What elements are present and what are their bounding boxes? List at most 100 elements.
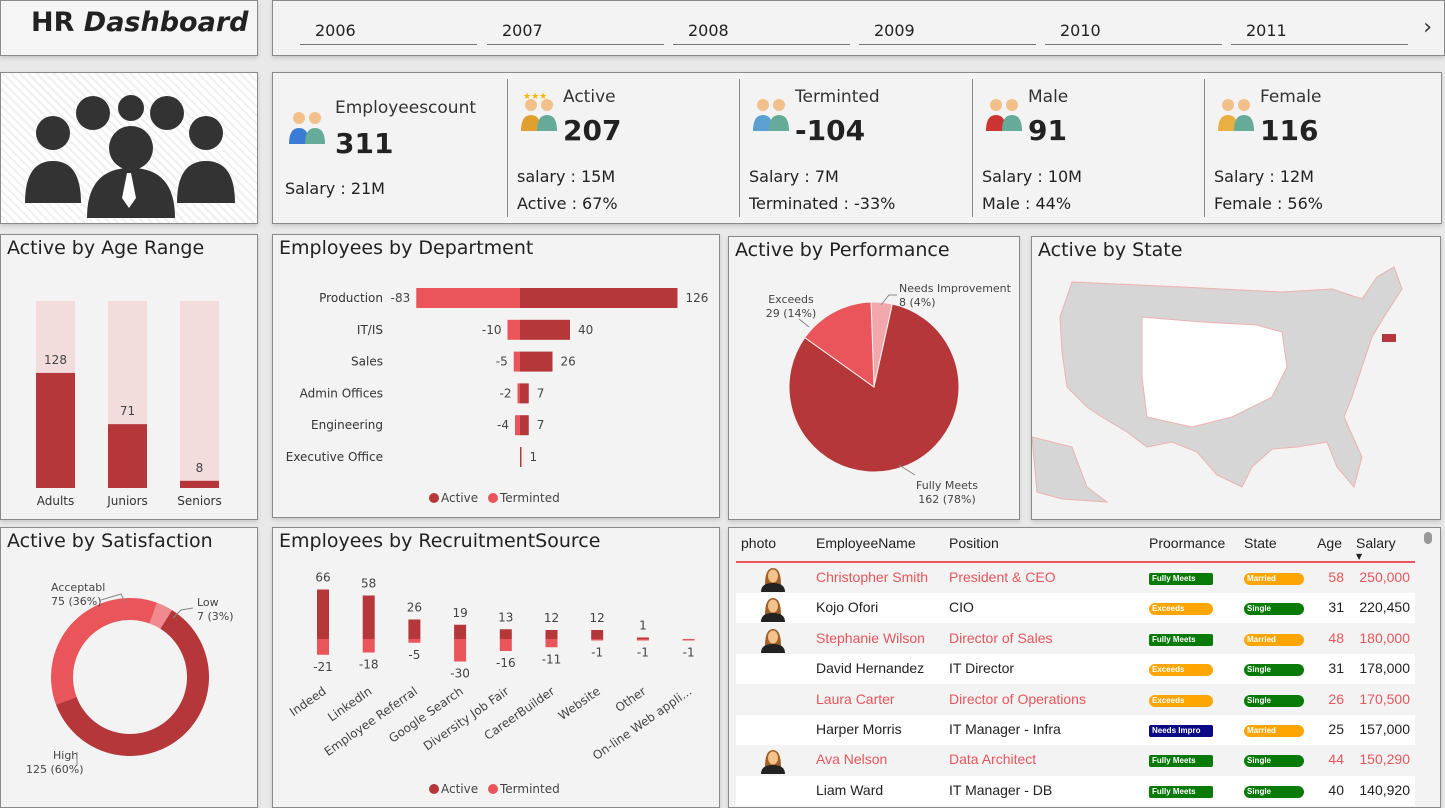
table-row[interactable]: Ava Nelson Data Architect Fully Meets Singl… (736, 745, 1415, 776)
table-row[interactable]: Christopher Smith President & CEO Fully Me… (736, 563, 1415, 593)
age-bar-adults[interactable] (36, 372, 75, 488)
employee-name: Christopher Smith (816, 569, 929, 585)
employee-position: IT Manager - DB (949, 781, 1053, 798)
legend-terminated-marker (488, 493, 498, 503)
performance-badge: Fully Meets (1149, 755, 1213, 768)
state-panel: Active by State (1031, 236, 1441, 520)
performance-value: 162 (78%) (918, 493, 976, 506)
header-position[interactable]: Position (949, 535, 999, 551)
recruitment-terminated-label: -16 (496, 656, 516, 670)
massachusetts-highlight[interactable] (1382, 334, 1396, 342)
header-proormance[interactable]: Proormance (1149, 535, 1226, 551)
employee-name: Kojo Ofori (816, 599, 879, 616)
department-terminated-bar[interactable] (416, 288, 520, 308)
recruitment-terminated-bar[interactable] (408, 639, 421, 643)
recruitment-active-bar[interactable] (545, 630, 558, 639)
header-salary[interactable]: Salary (1356, 535, 1396, 551)
recruitment-terminated-bar[interactable] (454, 639, 467, 662)
recruitment-active-bar[interactable] (362, 595, 375, 640)
recruitment-active-bar[interactable] (454, 624, 467, 639)
department-terminated-bar[interactable] (507, 319, 521, 340)
year-2007[interactable]: 2007 (487, 21, 664, 45)
kpi-detail: Salary : 21M (285, 179, 385, 198)
chevron-right-icon[interactable]: › (1423, 15, 1432, 40)
performance-slice-exceeds[interactable] (804, 301, 875, 388)
year-2006[interactable]: 2006 (300, 21, 477, 45)
department-active-bar[interactable] (520, 288, 678, 308)
recruitment-tick-label: Other (613, 684, 649, 715)
year-2009[interactable]: 2009 (859, 21, 1036, 45)
recruitment-active-bar[interactable] (636, 637, 649, 640)
table-row[interactable]: Harper Morris IT Manager - Infra Needs Imp… (736, 715, 1415, 745)
leader-line (100, 593, 126, 603)
recruitment-terminated-bar[interactable] (317, 639, 329, 655)
age-bar-seniors[interactable] (180, 480, 219, 488)
performance-label: Fully Meets (916, 479, 978, 492)
header-age[interactable]: Age (1317, 535, 1342, 551)
recruitment-terminated-bar[interactable] (591, 639, 604, 641)
department-active-label: 40 (578, 323, 593, 337)
employee-name: Harper Morris (816, 721, 902, 737)
star-team-icon: ★★★ (517, 91, 561, 139)
department-active-bar[interactable] (520, 383, 529, 404)
recruitment-terminated-label: -18 (359, 658, 379, 672)
satisfaction-label: Low (197, 596, 219, 609)
kpi-value: 207 (563, 114, 622, 147)
header-photo[interactable]: photo (741, 535, 777, 551)
year-2011[interactable]: 2011 (1231, 21, 1408, 45)
recruitment-active-bar[interactable] (591, 630, 604, 639)
us-map[interactable] (1032, 237, 1440, 519)
scrollbar[interactable] (1424, 532, 1432, 544)
recruitment-active-bar[interactable] (408, 619, 421, 640)
employee-salary: 170,500 (1359, 690, 1410, 707)
recruitment-terminated-label: -11 (542, 652, 562, 666)
employee-position: Director of Sales (949, 629, 1053, 646)
satisfaction-value: 7 (3%) (197, 610, 234, 623)
recruitment-terminated-label: -1 (591, 646, 603, 660)
kpi-label: Employeescount (335, 98, 477, 118)
kpi-label: Male (1028, 87, 1069, 107)
employee-name: Ava Nelson (816, 751, 888, 768)
recruitment-active-bar[interactable] (317, 589, 329, 640)
recruitment-active-label: 1 (639, 619, 647, 633)
performance-slice-fully-meets[interactable] (788, 303, 960, 473)
table-row[interactable]: Liam Ward IT Manager - DB Fully Meets Singl… (736, 775, 1415, 806)
employee-age: 58 (1328, 569, 1344, 585)
satisfaction-slice-acceptabl[interactable] (50, 598, 158, 705)
table-row[interactable]: Laura Carter Director of Operations Exceed… (736, 684, 1415, 715)
satisfaction-slice-low[interactable] (149, 602, 173, 629)
age-bar-juniors[interactable] (108, 424, 147, 488)
recruitment-terminated-bar[interactable] (636, 639, 649, 641)
table-row[interactable]: Stephanie Wilson Director of Sales Fully M… (736, 623, 1415, 654)
employee-age: 26 (1328, 690, 1344, 707)
department-terminated-bar[interactable] (513, 351, 520, 372)
department-active-bar[interactable] (520, 351, 553, 372)
table-row[interactable]: David Hernandez IT Director Exceeds Single 3… (736, 654, 1415, 685)
avatar-icon (761, 568, 785, 592)
recruitment-terminated-bar[interactable] (499, 639, 512, 651)
department-active-bar[interactable] (520, 319, 570, 340)
year-2010[interactable]: 2010 (1045, 21, 1222, 45)
sort-desc-icon[interactable]: ▼ (1356, 552, 1363, 561)
year-2008[interactable]: 2008 (673, 21, 850, 45)
department-active-label: 7 (537, 418, 545, 432)
recruitment-terminated-bar[interactable] (362, 639, 375, 653)
age-bar-background (180, 301, 219, 488)
department-terminated-bar[interactable] (515, 415, 520, 436)
department-terminated-label: -2 (500, 386, 512, 400)
recruitment-active-bar[interactable] (499, 629, 512, 639)
recruitment-terminated-bar[interactable] (545, 639, 558, 648)
recruitment-active-label: 66 (315, 571, 330, 585)
table-row[interactable]: Kojo Ofori CIO Exceeds Single 31 220,450 (736, 593, 1415, 624)
header-employeename[interactable]: EmployeeName (816, 535, 916, 551)
employee-salary: 220,450 (1359, 599, 1410, 616)
recruitment-terminated-label: -21 (313, 660, 333, 674)
department-terminated-bar[interactable] (517, 383, 521, 404)
department-active-bar[interactable] (520, 447, 522, 467)
group-icon (285, 104, 329, 152)
satisfaction-slice-high[interactable] (55, 610, 210, 756)
header-state[interactable]: State (1244, 535, 1277, 551)
department-active-bar[interactable] (520, 415, 529, 436)
performance-badge: Fully Meets (1149, 785, 1213, 798)
recruitment-terminated-bar[interactable] (682, 639, 695, 641)
